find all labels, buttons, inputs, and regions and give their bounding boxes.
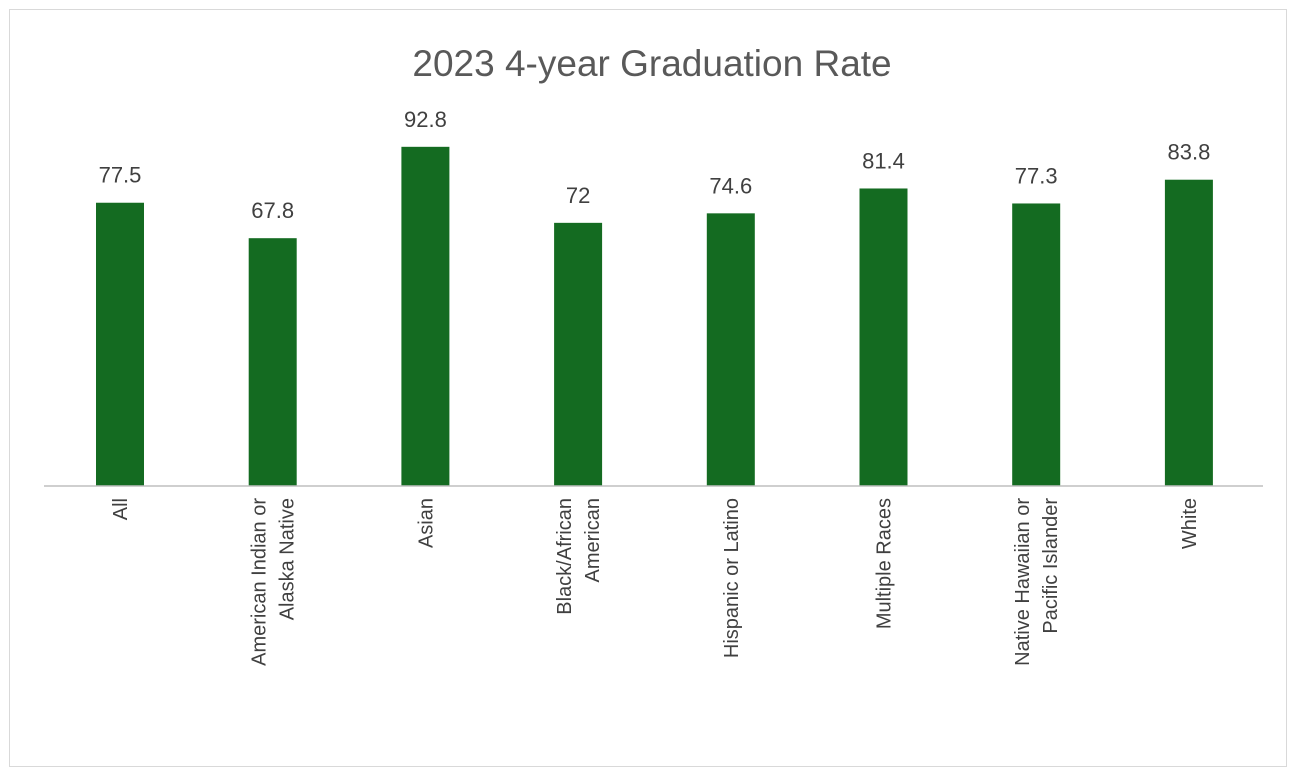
category-label-6-line-1: Pacific Islander — [1040, 498, 1062, 634]
bar-4 — [707, 213, 755, 486]
category-label-1: American Indian or Alaska Native — [249, 498, 299, 666]
category-label-1-line-0: American Indian or — [249, 498, 271, 666]
bar-5 — [860, 188, 908, 486]
category-label-3: Black/African American — [554, 498, 604, 615]
bar-6 — [1012, 203, 1060, 486]
category-label-5: Multiple Races — [874, 498, 896, 629]
category-label-1-line-1: Alaska Native — [277, 498, 299, 620]
category-label-6: Native Hawaiian or Pacific Islander — [1012, 498, 1062, 666]
category-label-2-line-0: Asian — [415, 498, 437, 548]
bar-7 — [1165, 180, 1213, 486]
bar-2 — [401, 147, 449, 486]
category-label-5-line-0: Multiple Races — [874, 498, 896, 629]
chart-title: 2023 4-year Graduation Rate — [412, 43, 891, 84]
category-label-0-line-0: All — [110, 498, 132, 520]
value-label-4: 74.6 — [709, 173, 752, 198]
category-label-4-line-0: Hispanic or Latino — [721, 498, 743, 658]
category-label-2: Asian — [415, 498, 437, 548]
bar-0 — [96, 203, 144, 486]
bar-3 — [554, 223, 602, 486]
value-label-0: 77.5 — [99, 163, 142, 188]
category-labels-layer: All American Indian or Alaska Native Asian B… — [110, 498, 1201, 666]
category-label-7: White — [1179, 498, 1201, 549]
value-label-7: 83.8 — [1167, 140, 1210, 165]
category-label-3-line-0: Black/African — [554, 498, 576, 615]
value-label-3: 72 — [566, 183, 590, 208]
category-label-6-line-0: Native Hawaiian or — [1012, 498, 1034, 666]
category-label-3-line-1: American — [582, 498, 604, 582]
value-label-5: 81.4 — [862, 148, 905, 173]
value-label-6: 77.3 — [1015, 163, 1058, 188]
category-label-4: Hispanic or Latino — [721, 498, 743, 658]
category-label-7-line-0: White — [1179, 498, 1201, 549]
value-label-2: 92.8 — [404, 107, 447, 132]
category-label-0: All — [110, 498, 132, 520]
bar-1 — [249, 238, 297, 486]
value-label-1: 67.8 — [251, 198, 294, 223]
